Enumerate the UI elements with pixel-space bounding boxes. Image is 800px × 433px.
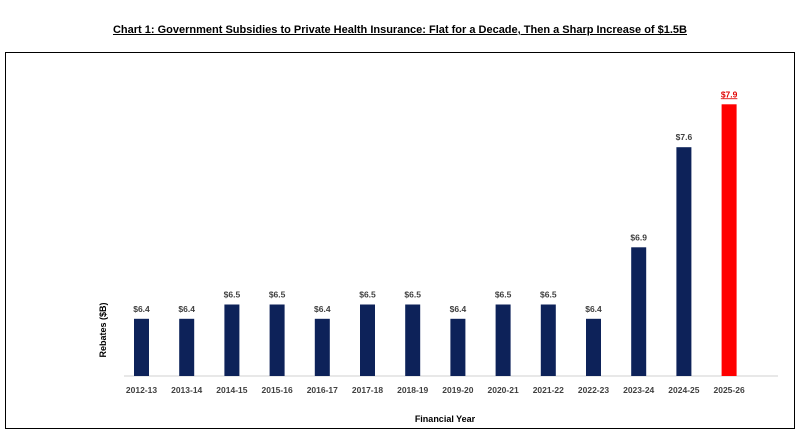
x-tick-2022-23: 2022-23 xyxy=(578,385,609,395)
bar-2020-21 xyxy=(495,304,511,376)
data-label-2024-25: $7.6 xyxy=(676,132,693,142)
bar-2014-15 xyxy=(224,304,240,376)
x-axis-label: Financial Year xyxy=(415,414,476,424)
bar-2013-14 xyxy=(179,318,195,376)
x-tick-2020-21: 2020-21 xyxy=(487,385,518,395)
x-tick-2013-14: 2013-14 xyxy=(171,385,202,395)
bar-2019-20 xyxy=(450,318,466,376)
data-label-2013-14: $6.4 xyxy=(178,304,195,314)
bar-2022-23 xyxy=(586,318,601,376)
x-tick-2016-17: 2016-17 xyxy=(307,385,338,395)
bar-2017-18 xyxy=(360,304,375,376)
x-tick-2023-24: 2023-24 xyxy=(623,385,654,395)
y-axis-label: Rebates ($B) xyxy=(98,302,108,357)
bar-2024-25 xyxy=(676,147,692,376)
bar-2018-19 xyxy=(405,304,421,376)
bar-2015-16 xyxy=(269,304,285,376)
data-label-2023-24: $6.9 xyxy=(630,232,647,242)
data-label-2025-26: $7.9 xyxy=(721,89,738,99)
bar-2016-17 xyxy=(314,318,330,376)
data-label-2021-22: $6.5 xyxy=(540,290,557,300)
data-label-2019-20: $6.4 xyxy=(450,304,467,314)
x-tick-2021-22: 2021-22 xyxy=(533,385,564,395)
bar-2025-26 xyxy=(721,104,737,377)
x-tick-2025-26: 2025-26 xyxy=(713,385,744,395)
data-label-2012-13: $6.4 xyxy=(133,304,150,314)
data-label-2022-23: $6.4 xyxy=(585,304,602,314)
data-label-2020-21: $6.5 xyxy=(495,290,512,300)
bar-2021-22 xyxy=(540,304,556,376)
data-label-2015-16: $6.5 xyxy=(269,290,286,300)
x-tick-2015-16: 2015-16 xyxy=(261,385,292,395)
x-tick-2017-18: 2017-18 xyxy=(352,385,383,395)
x-tick-2018-19: 2018-19 xyxy=(397,385,428,395)
data-label-2018-19: $6.5 xyxy=(404,290,421,300)
bar-2012-13 xyxy=(134,318,149,376)
x-tick-2012-13: 2012-13 xyxy=(126,385,157,395)
bar-2023-24 xyxy=(631,247,647,376)
x-tick-2019-20: 2019-20 xyxy=(442,385,473,395)
x-tick-2024-25: 2024-25 xyxy=(668,385,699,395)
x-tick-2014-15: 2014-15 xyxy=(216,385,247,395)
data-label-2014-15: $6.5 xyxy=(224,290,241,300)
chart-title: Chart 1: Government Subsidies to Private… xyxy=(112,24,687,36)
data-label-2016-17: $6.4 xyxy=(314,304,331,314)
data-label-2017-18: $6.5 xyxy=(359,290,376,300)
chart-frame xyxy=(5,52,795,429)
